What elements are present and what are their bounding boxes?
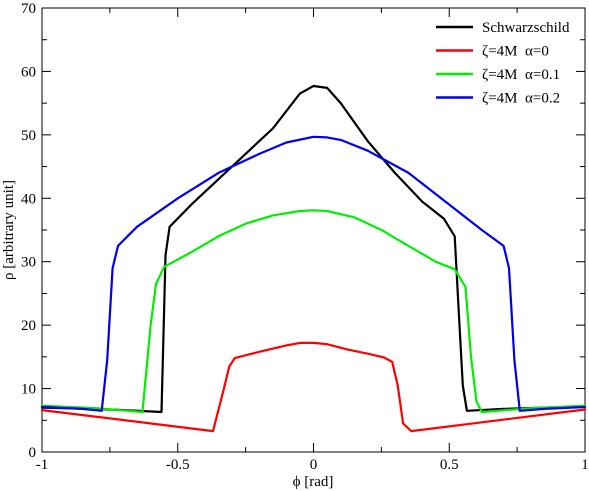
axis-ticks — [41, 7, 586, 453]
legend-label: Schwarzschild — [482, 20, 570, 36]
y-axis-label: ρ [arbitrary unit] — [1, 180, 17, 280]
series-line-3 — [40, 135, 587, 412]
y-tick-label: 10 — [21, 382, 36, 398]
y-tick-label: 0 — [29, 445, 37, 461]
y-tick-label: 50 — [21, 128, 36, 144]
x-axis-label: ϕ [rad] — [293, 474, 334, 490]
x-tick-label: -0.5 — [166, 457, 190, 473]
legend-label: ζ=4M α=0.1 — [482, 67, 560, 83]
series-line-0 — [40, 84, 587, 414]
legend-label: ζ=4M α=0 — [482, 44, 549, 60]
y-tick-label: 60 — [21, 64, 36, 80]
y-tick-label: 30 — [21, 255, 36, 271]
x-tick-label: 0.5 — [440, 457, 459, 473]
series-line-2 — [40, 209, 587, 414]
x-tick-label: 0 — [310, 457, 318, 473]
legend: Schwarzschild ζ=4M α=0 ζ=4M α=0.1 ζ=4M α=0.… — [436, 20, 570, 107]
x-tick-label: -1 — [36, 457, 49, 473]
y-tick-label: 20 — [21, 318, 36, 334]
y-tick-label: 40 — [21, 191, 36, 207]
legend-label: ζ=4M α=0.2 — [482, 91, 560, 107]
x-tick-label: 1 — [581, 457, 589, 473]
series-line-1 — [40, 341, 587, 433]
series-lines — [40, 84, 587, 433]
y-tick-label: 70 — [21, 1, 36, 17]
